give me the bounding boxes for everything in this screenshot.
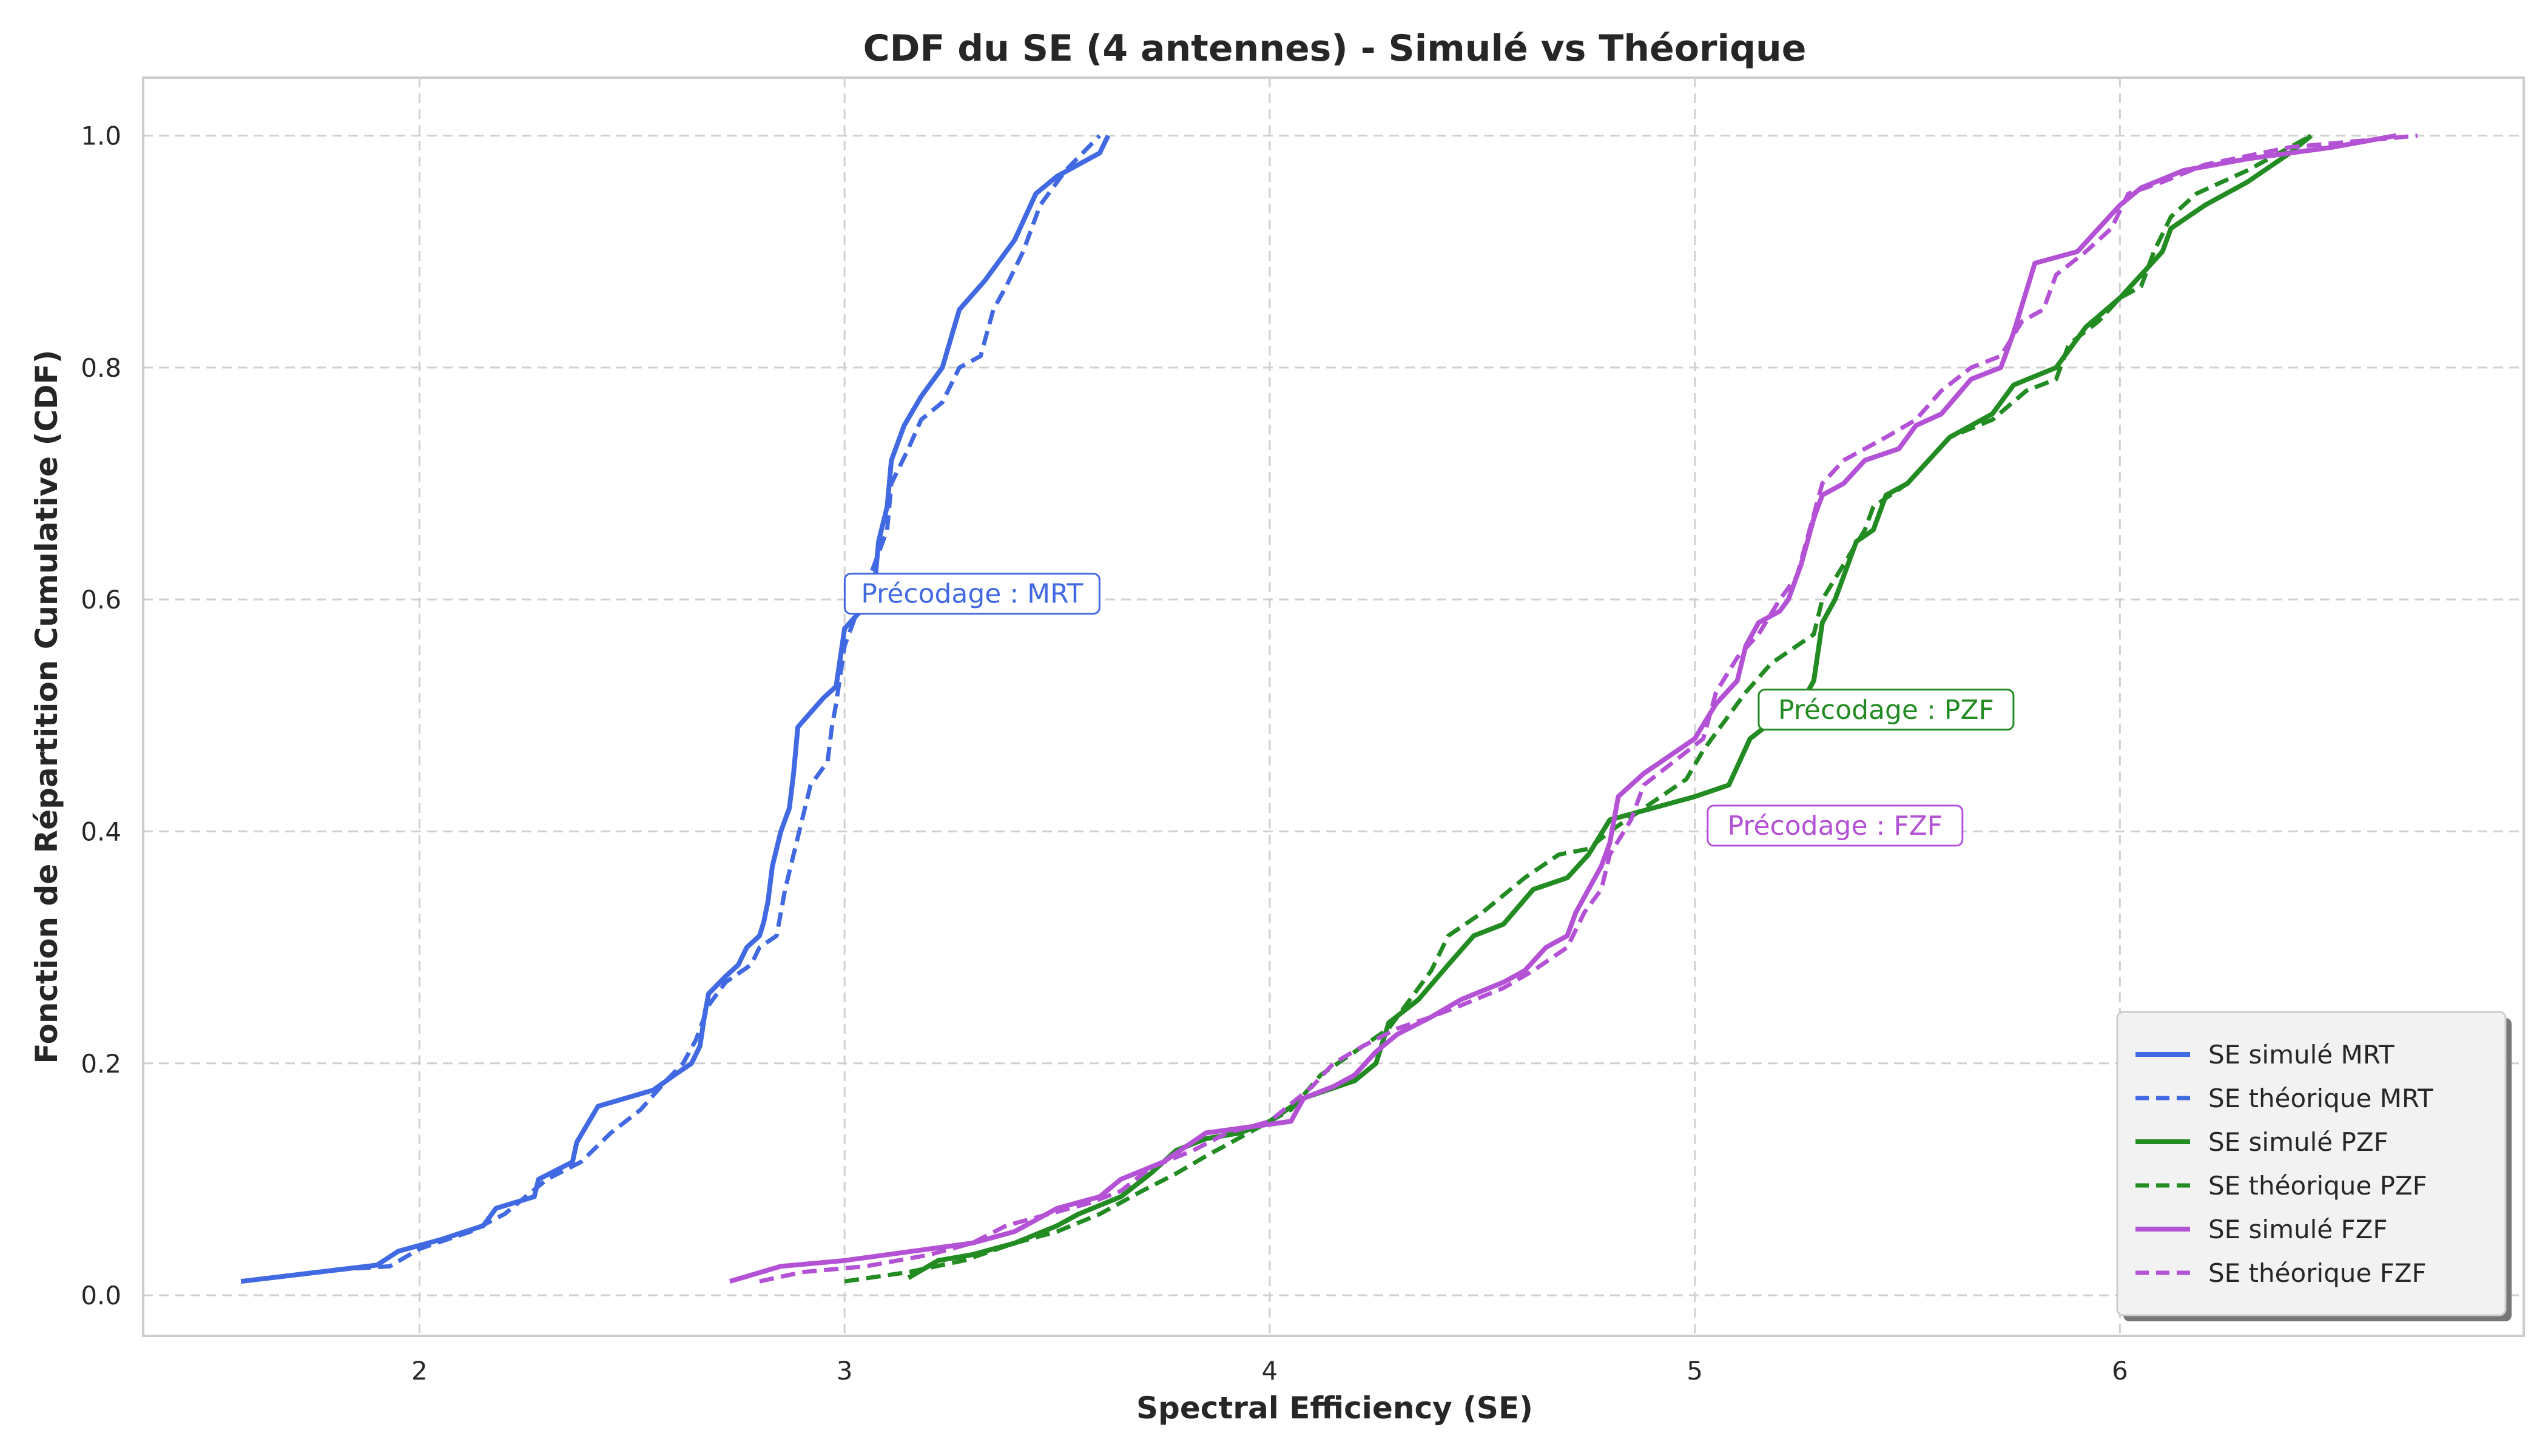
annotation-text: Précodage : FZF [1728, 811, 1943, 841]
x-tick-label: 5 [1687, 1356, 1703, 1386]
x-tick-label: 3 [837, 1356, 853, 1386]
legend: SE simulé MRT SE théorique MRT SE simulé P… [2116, 1011, 2512, 1321]
y-tick-label: 0.0 [81, 1281, 121, 1310]
tick-labels: 2 3 4 5 6 0.0 0.2 0.4 0.6 0.8 1.0 [81, 121, 2128, 1386]
y-tick-label: 1.0 [81, 121, 121, 151]
annotation-0: Précodage : MRT [843, 573, 1100, 615]
x-tick-label: 4 [1262, 1356, 1278, 1386]
x-axis-label: Spectral Efficiency (SE) [1136, 1390, 1533, 1426]
y-axis-label: Fonction de Répartition Cumulative (CDF) [29, 349, 64, 1063]
series-line-0 [240, 134, 1111, 1284]
chart-title: CDF du SE (4 antennes) - Simulé vs Théor… [863, 27, 1807, 70]
series-line-3 [844, 133, 2313, 1284]
series-line-4 [729, 133, 2397, 1284]
series-line-5 [759, 133, 2418, 1284]
annotation-text: Précodage : PZF [1778, 695, 1994, 726]
annotation-text: Précodage : MRT [861, 579, 1083, 610]
y-tick-label: 0.8 [81, 353, 121, 383]
annotations: Précodage : MRT Précodage : PZF Précodage … [843, 573, 2015, 847]
annotation-box [1707, 804, 1964, 847]
y-tick-label: 0.2 [81, 1049, 121, 1079]
series-lines [240, 133, 2418, 1284]
annotation-1: Précodage : PZF [1758, 689, 2015, 731]
legend-box [2116, 1011, 2507, 1316]
legend-label: SE simulé MRT [2208, 1040, 2395, 1070]
legend-label: SE théorique MRT [2208, 1084, 2433, 1113]
legend-label: SE simulé FZF [2208, 1215, 2388, 1244]
legend-label: SE théorique PZF [2208, 1171, 2427, 1201]
annotation-box [843, 573, 1100, 615]
legend-label: SE simulé PZF [2208, 1127, 2388, 1157]
annotation-2: Précodage : FZF [1707, 804, 1964, 847]
legend-label: SE théorique FZF [2208, 1258, 2427, 1288]
y-tick-label: 0.6 [81, 585, 121, 615]
x-tick-label: 6 [2112, 1356, 2128, 1386]
annotation-box [1758, 689, 2015, 731]
series-line-1 [334, 134, 1102, 1272]
y-tick-label: 0.4 [81, 817, 121, 846]
x-tick-label: 2 [411, 1356, 428, 1386]
